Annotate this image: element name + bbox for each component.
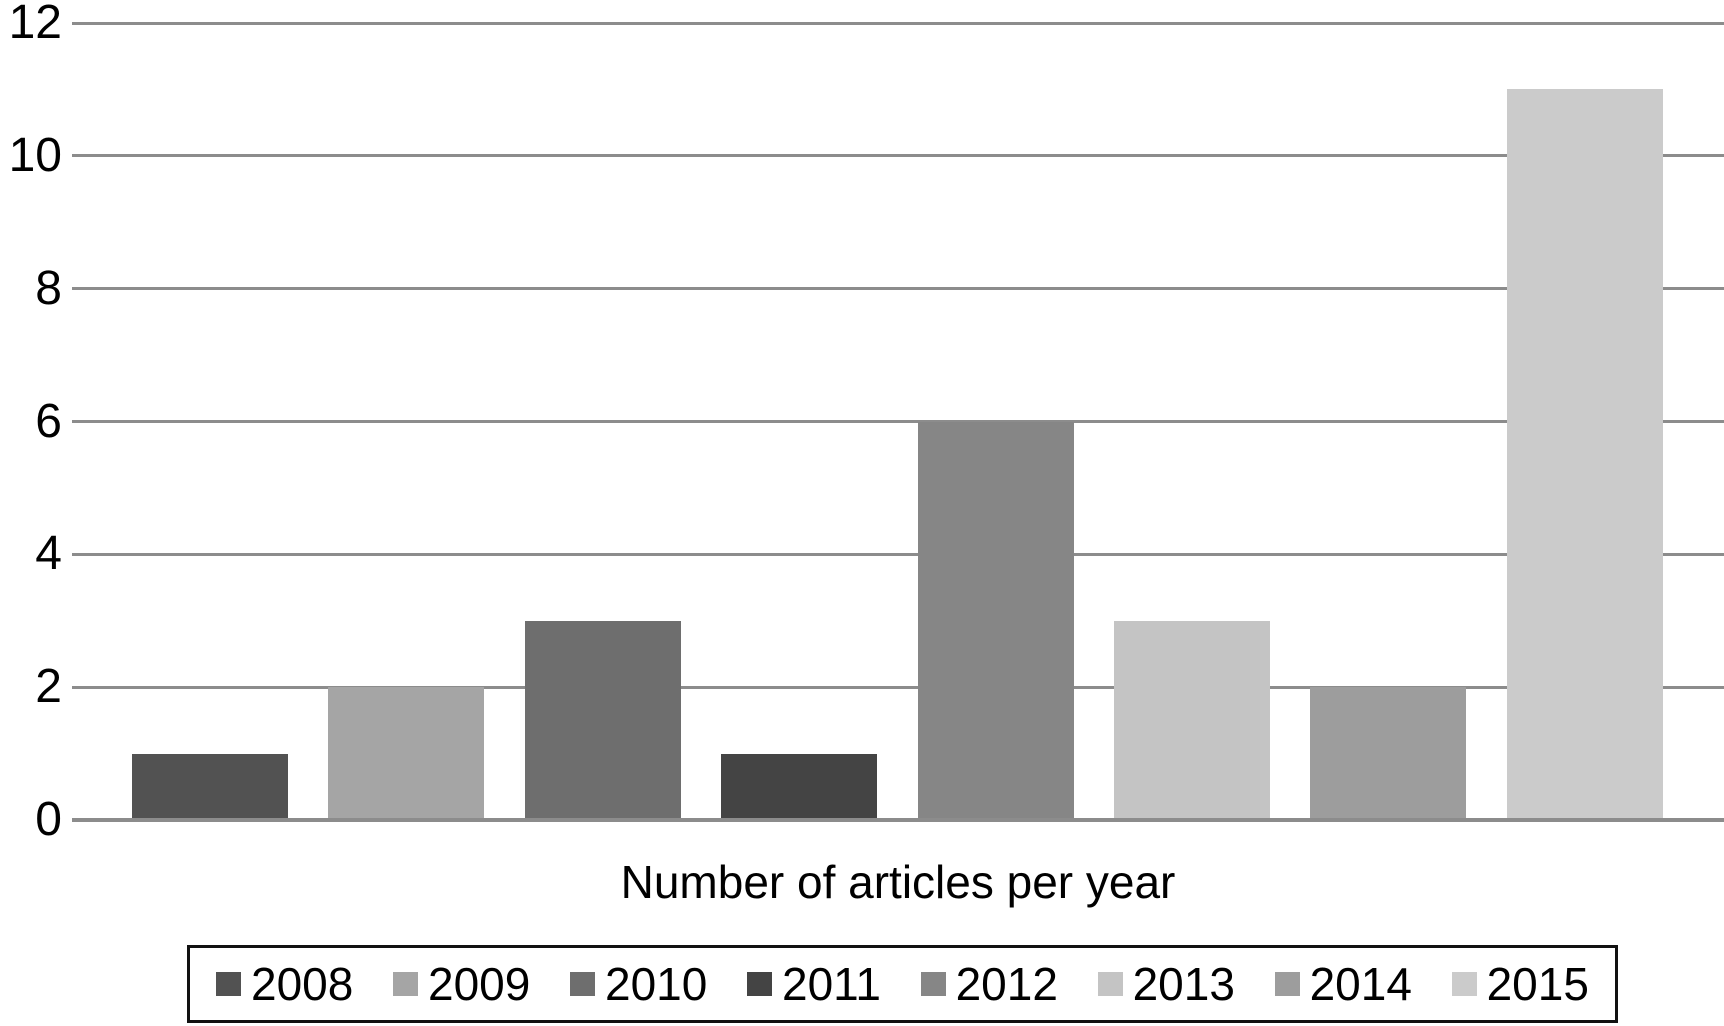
gridline <box>72 154 1724 158</box>
legend-item-label: 2008 <box>251 958 354 1010</box>
y-tick-label: 0 <box>35 793 62 846</box>
gridline <box>72 287 1724 291</box>
legend-item-label: 2012 <box>955 958 1058 1010</box>
legend-swatch-2014 <box>1274 972 1300 996</box>
bar-2015 <box>1507 89 1663 820</box>
y-tick-label: 10 <box>8 128 62 182</box>
bar-2009 <box>328 687 484 820</box>
legend-item-2011: 2011 <box>747 961 881 1007</box>
y-tick-label: 4 <box>35 527 62 581</box>
bar-2014 <box>1310 687 1466 820</box>
legend-item-2012: 2012 <box>920 958 1058 1010</box>
legend-item-2009: 2009 <box>393 961 530 1007</box>
y-tick-label: 12 <box>8 0 62 49</box>
legend-swatch-2010 <box>570 972 595 996</box>
y-tick-label: 2 <box>35 660 62 714</box>
legend-item-label: 2015 <box>1486 958 1589 1010</box>
legend-item-label: 2009 <box>428 958 531 1010</box>
legend-item-2013: 2013 <box>1097 958 1235 1010</box>
legend-item-label: 2013 <box>1132 958 1235 1010</box>
x-axis-line <box>72 818 1724 822</box>
legend-swatch-2008 <box>216 972 241 996</box>
legend: 2008 2009 2010 2011 2012 2013 2014 2015 <box>187 945 1618 1023</box>
legend-item-label: 2010 <box>605 958 708 1010</box>
x-axis-title: Number of articles per year <box>620 856 1176 908</box>
legend-swatch-2013 <box>1097 972 1123 996</box>
bar-2008 <box>132 753 288 820</box>
legend-item-2014: 2014 <box>1274 958 1412 1010</box>
legend-swatch-2009 <box>393 972 418 996</box>
legend-swatch-2015 <box>1451 972 1477 996</box>
bar-2011 <box>721 753 877 820</box>
legend-item-2015: 2015 <box>1451 958 1589 1010</box>
legend-item-2008: 2008 <box>216 961 353 1007</box>
gridline <box>72 685 1724 689</box>
legend-item-label: 2011 <box>782 958 881 1010</box>
legend-item-2010: 2010 <box>570 961 707 1007</box>
bar-2010 <box>525 620 681 820</box>
legend-swatch-2012 <box>920 972 946 996</box>
bar-2012 <box>918 421 1074 820</box>
legend-item-label: 2014 <box>1309 958 1412 1010</box>
y-tick-label: 8 <box>35 261 62 315</box>
y-tick-label: 6 <box>35 394 62 448</box>
gridline <box>72 420 1724 423</box>
legend-swatch-2011 <box>747 972 772 996</box>
gridline <box>72 21 1724 25</box>
gridline <box>72 552 1724 556</box>
bar-2013 <box>1114 620 1270 820</box>
